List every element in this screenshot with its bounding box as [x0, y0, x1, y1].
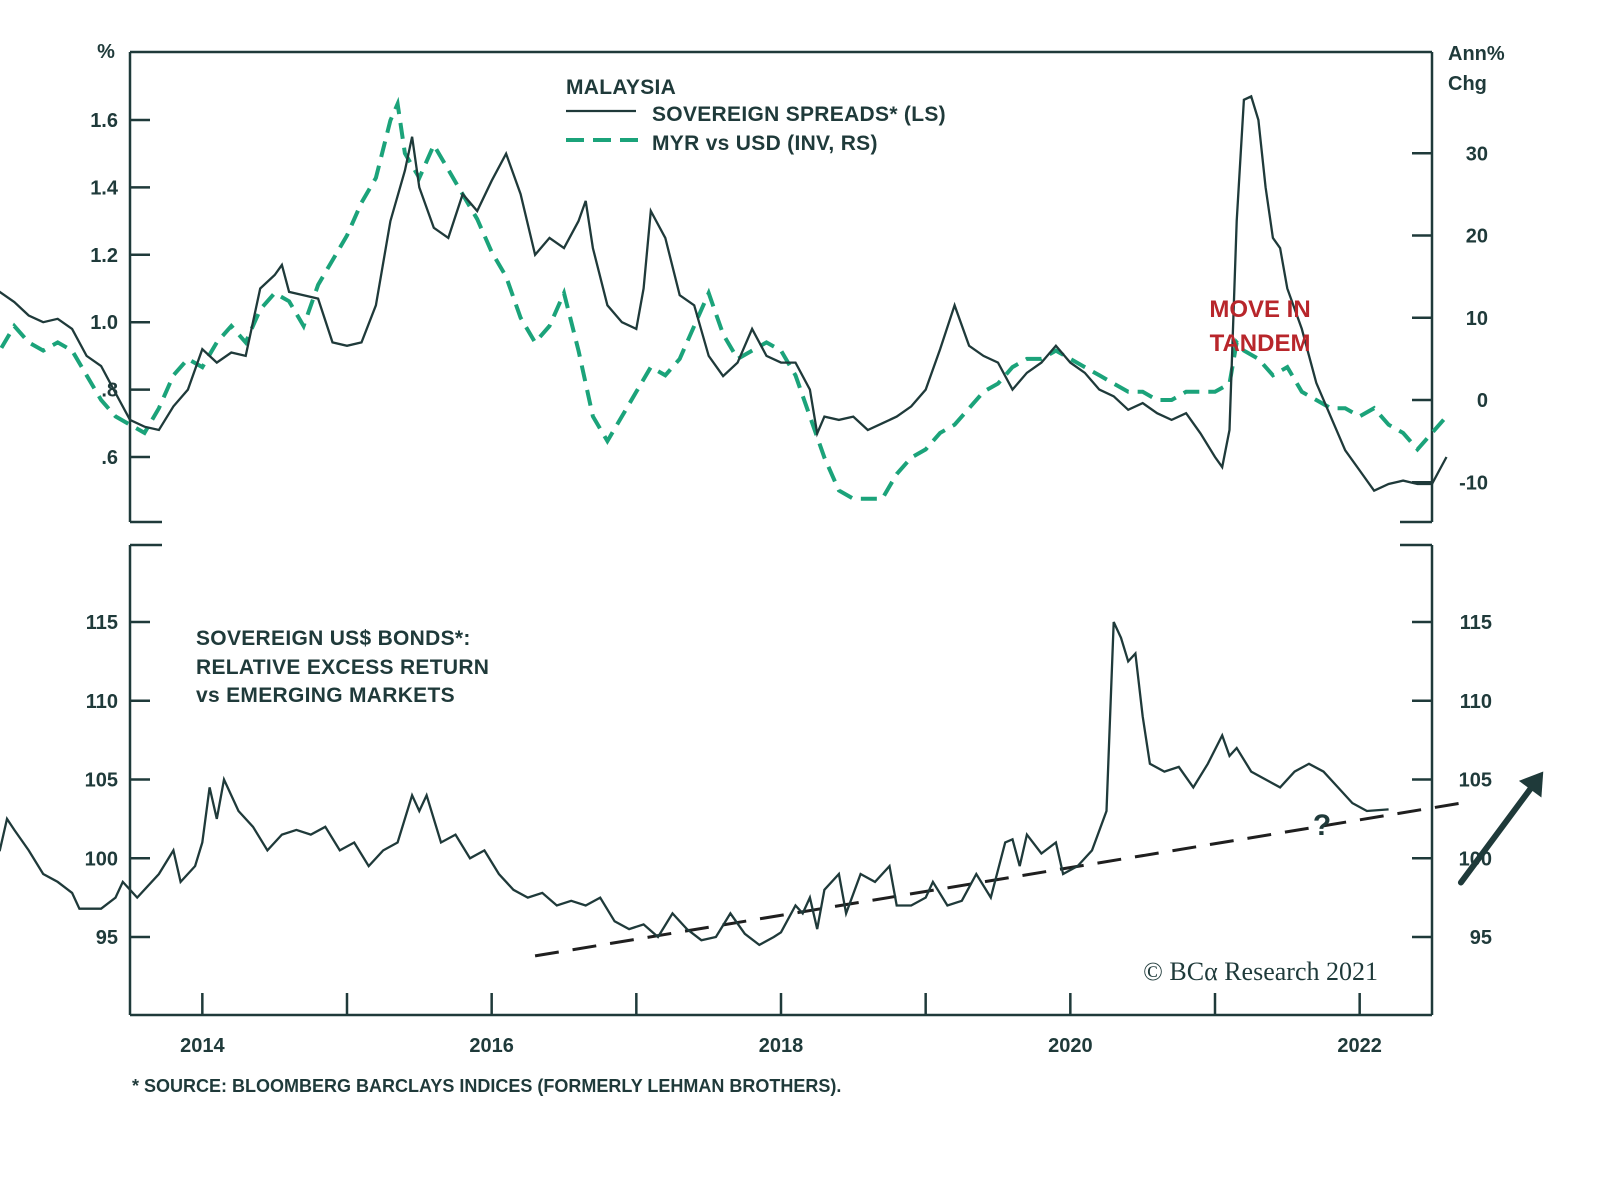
bottom-left-tick-label: 110 — [86, 691, 118, 713]
bottom-left-tick-label: 105 — [85, 770, 118, 792]
myr-vs-usd-line — [0, 96, 1449, 501]
top-right-tick-label: 0 — [1477, 390, 1488, 412]
sovereign-spreads-line — [0, 94, 1448, 493]
annotation-move-in-tandem-line1: MOVE IN — [1209, 296, 1310, 323]
x-tick-label: 2022 — [1337, 1035, 1382, 1057]
top-left-tick-label: 1.0 — [90, 312, 118, 334]
top-right-tick-label: 20 — [1466, 226, 1488, 248]
bottom-ticks: 1151151101101051051001009595 — [85, 612, 1492, 949]
bottom-title-line3: vs EMERGING MARKETS — [196, 684, 455, 707]
bottom-right-tick-label: 105 — [1459, 770, 1492, 792]
bottom-left-tick-label: 100 — [85, 848, 118, 870]
bottom-panel: 1151151101101051051001009595 20142016201… — [0, 543, 1544, 1057]
top-left-tick-label: 1.2 — [90, 245, 118, 267]
top-left-tick-label: 1.4 — [90, 177, 119, 199]
x-tick-label: 2014 — [180, 1035, 225, 1057]
top-left-ticks: 1.6 1.4 1.2 1.0 .8 .6 — [90, 110, 150, 469]
x-tick-label: 2016 — [469, 1035, 514, 1057]
top-right-ticks: 30 20 10 0 -10 — [1412, 143, 1488, 494]
legend-title: MALAYSIA — [566, 76, 676, 99]
x-tick-label: 2018 — [759, 1035, 804, 1057]
x-tick-label: 2020 — [1048, 1035, 1093, 1057]
top-right-tick-label: -10 — [1459, 472, 1488, 494]
top-panel: 1.6 1.4 1.2 1.0 .8 .6 30 20 10 0 -10 % Ann% Chg M… — [0, 41, 1505, 524]
relative-excess-return-line — [0, 621, 1389, 947]
legend-label-spreads: SOVEREIGN SPREADS* (LS) — [652, 103, 946, 126]
annotation-question-mark: ? — [1313, 809, 1331, 842]
arrow-head — [1518, 771, 1544, 798]
bottom-title-line1: SOVEREIGN US$ BONDS*: — [196, 627, 471, 650]
top-right-axis-unit-line2: Chg — [1448, 73, 1487, 95]
top-right-axis-unit-line1: Ann% — [1448, 43, 1505, 65]
top-right-tick-label: 30 — [1466, 143, 1488, 165]
footnote: * SOURCE: BLOOMBERG BARCLAYS INDICES (FO… — [132, 1076, 841, 1096]
bottom-left-tick-label: 95 — [96, 927, 118, 949]
x-axis-ticks: 2014 2016 2018 2020 2022 — [180, 993, 1382, 1057]
top-right-tick-label: 10 — [1466, 308, 1488, 330]
top-left-tick-label: .6 — [101, 447, 118, 469]
bottom-right-tick-label: 115 — [1460, 612, 1492, 634]
bottom-left-tick-label: 115 — [86, 612, 118, 634]
legend-label-myr: MYR vs USD (INV, RS) — [652, 132, 878, 155]
arrow-shaft — [1457, 786, 1534, 886]
bottom-title-line2: RELATIVE EXCESS RETURN — [196, 656, 489, 679]
top-left-tick-label: 1.6 — [90, 110, 118, 132]
copyright: © BCα Research 2021 — [1143, 957, 1378, 986]
top-left-tick-label: .8 — [101, 380, 118, 402]
top-left-axis-unit: % — [97, 41, 115, 63]
annotation-move-in-tandem-line2: TANDEM — [1210, 330, 1311, 357]
bottom-right-tick-label: 110 — [1460, 691, 1492, 713]
up-arrow-icon — [1457, 771, 1544, 886]
legend: MALAYSIA SOVEREIGN SPREADS* (LS) MYR vs … — [566, 76, 946, 155]
bottom-right-tick-label: 95 — [1470, 927, 1492, 949]
